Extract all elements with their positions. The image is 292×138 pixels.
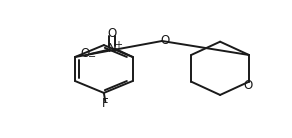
Text: O: O [161, 34, 170, 47]
Text: +: + [114, 40, 122, 50]
Text: F: F [102, 97, 109, 110]
Text: O: O [243, 79, 252, 92]
Text: −: − [88, 52, 96, 62]
Text: O: O [107, 26, 117, 40]
Text: O: O [81, 47, 90, 60]
Text: N: N [108, 42, 116, 55]
